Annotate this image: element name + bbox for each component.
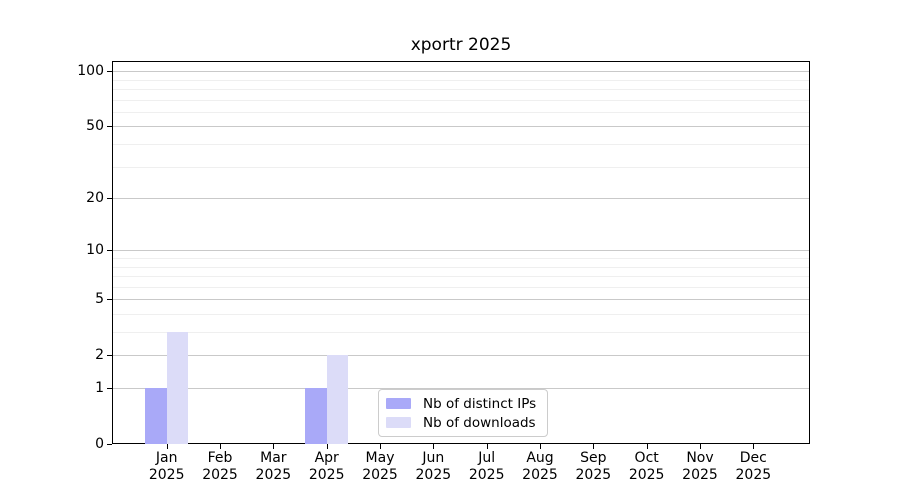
y-tick — [107, 444, 112, 445]
y-gridline-minor — [113, 111, 809, 113]
y-tick — [107, 299, 112, 301]
y-gridline-minor — [113, 258, 809, 259]
y-tick — [107, 71, 112, 73]
y-tick — [107, 126, 112, 128]
legend-swatch-downloads — [386, 417, 411, 428]
legend: Nb of distinct IPs Nb of downloads — [378, 389, 548, 437]
y-gridline-minor — [113, 266, 809, 268]
y-gridline-minor — [113, 144, 809, 146]
x-tick — [486, 444, 488, 449]
x-tick — [166, 444, 168, 449]
y-gridline-major — [113, 299, 809, 301]
x-tick-label: Feb 2025 — [202, 450, 238, 483]
y-tick-label: 1 — [95, 380, 104, 396]
y-tick-label: 2 — [95, 347, 104, 364]
x-tick-label: Mar 2025 — [255, 450, 292, 483]
y-gridline-major — [113, 250, 809, 252]
y-gridline-major — [113, 126, 809, 128]
x-tick-label: Nov 2025 — [682, 450, 718, 483]
y-tick-label: 100 — [77, 63, 104, 80]
y-tick-label: 0 — [95, 436, 104, 452]
x-tick — [273, 444, 275, 449]
x-tick — [700, 444, 701, 449]
x-tick-label: Aug 2025 — [522, 450, 558, 483]
y-gridline-major — [113, 198, 809, 200]
y-gridline-minor — [113, 313, 809, 315]
x-tick — [540, 444, 541, 449]
legend-item: Nb of distinct IPs — [386, 396, 547, 412]
legend-swatch-distinct-ips — [386, 398, 411, 409]
x-tick-label: Apr 2025 — [308, 450, 345, 483]
y-gridline-minor — [113, 89, 809, 91]
y-tick-label: 20 — [86, 190, 104, 207]
chart-title: xportr 2025 — [410, 35, 512, 55]
chart-bar — [326, 355, 348, 444]
plot-area: Nb of distinct IPs Nb of downloads — [112, 61, 810, 444]
x-tick — [753, 444, 755, 449]
y-tick-label: 50 — [86, 118, 104, 135]
x-tick-label: May 2025 — [362, 450, 398, 483]
x-tick-label: Jun 2025 — [415, 450, 452, 483]
y-gridline-minor — [113, 99, 809, 101]
y-tick — [107, 250, 112, 252]
x-tick-label: Sep 2025 — [575, 450, 612, 483]
y-tick — [107, 388, 112, 389]
y-tick — [107, 198, 112, 200]
legend-label-distinct-ips: Nb of distinct IPs — [423, 395, 537, 412]
x-tick — [326, 444, 328, 449]
y-gridline-minor — [113, 166, 809, 168]
x-tick-label: Oct 2025 — [628, 450, 665, 483]
y-gridline-minor — [113, 286, 809, 288]
chart-bar — [145, 388, 167, 444]
y-tick — [107, 355, 112, 357]
x-tick-label: Dec 2025 — [735, 450, 772, 483]
x-tick — [646, 444, 648, 449]
x-tick — [220, 444, 222, 449]
y-gridline-major — [113, 388, 809, 389]
x-tick — [380, 444, 382, 449]
x-tick — [593, 444, 595, 449]
y-gridline-minor — [113, 79, 809, 81]
y-tick-label: 5 — [95, 291, 104, 308]
y-gridline-major — [113, 71, 809, 73]
y-tick-label: 10 — [86, 242, 104, 259]
x-tick-label: Jan 2025 — [148, 450, 185, 483]
legend-item: Nb of downloads — [386, 415, 547, 431]
x-tick-label: Jul 2025 — [468, 450, 505, 483]
y-gridline-minor — [113, 332, 809, 334]
legend-label-downloads: Nb of downloads — [423, 414, 536, 431]
y-gridline-minor — [113, 276, 809, 278]
x-tick — [433, 444, 435, 449]
chart-bar — [305, 388, 327, 444]
chart-bar — [166, 332, 188, 444]
y-gridline-major — [113, 355, 809, 357]
